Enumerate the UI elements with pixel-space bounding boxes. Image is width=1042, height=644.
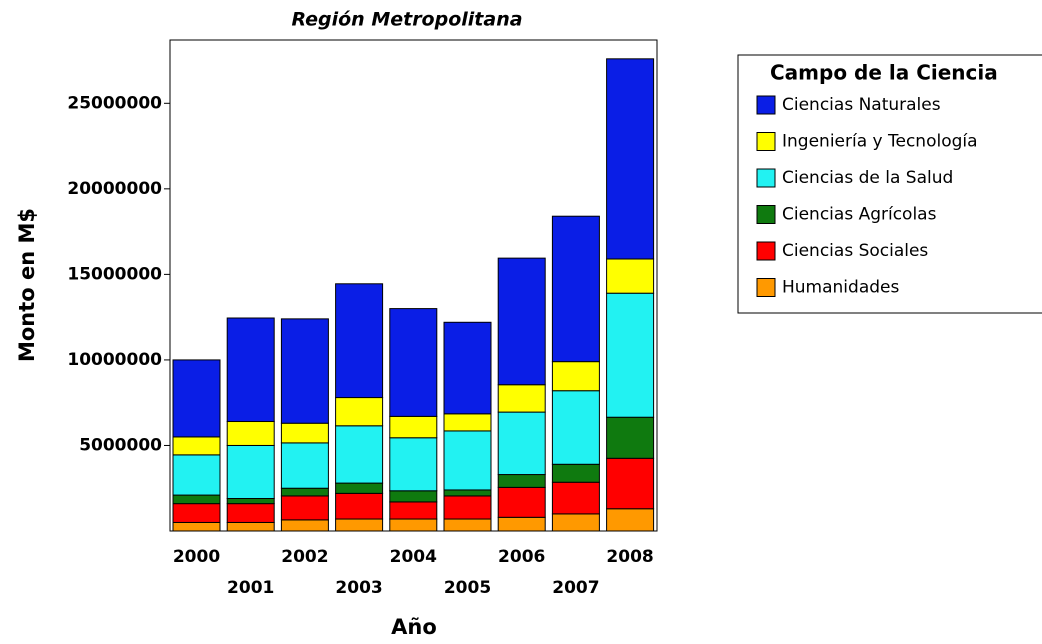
y-tick-label: 20000000 — [67, 179, 162, 199]
bar-segment — [389, 490, 438, 503]
legend-label: Ciencias Sociales — [782, 241, 928, 261]
bar-segment — [606, 416, 655, 459]
bar-segment — [172, 521, 221, 532]
bar-segment — [606, 457, 655, 510]
bar-segment — [443, 413, 492, 432]
bar-segment — [497, 411, 546, 476]
legend-label: Humanidades — [782, 278, 899, 298]
bar-segment — [335, 425, 384, 484]
bar-segment — [280, 495, 329, 521]
x-tick-label: 2001 — [227, 578, 274, 598]
x-tick-label: 2006 — [498, 547, 545, 567]
bar-segment — [497, 516, 546, 532]
bar-segment — [335, 283, 384, 399]
bar-segment — [172, 454, 221, 496]
x-tick-label: 2007 — [552, 578, 599, 598]
bar-segment — [497, 486, 546, 518]
legend-label: Ingeniería y Tecnología — [782, 132, 978, 152]
bar-segment — [606, 508, 655, 532]
bar-segment — [226, 317, 275, 423]
bar-segment — [226, 521, 275, 532]
x-tick-label: 2004 — [390, 547, 437, 567]
bar-segment — [280, 519, 329, 532]
bar-segment — [280, 422, 329, 444]
bar-segment — [172, 436, 221, 456]
bar-segment — [497, 384, 546, 413]
bar-segment — [551, 361, 600, 392]
bar-segment — [389, 415, 438, 439]
legend-swatch — [756, 132, 776, 151]
bar-segment — [606, 292, 655, 418]
bar-segment — [443, 430, 492, 491]
bar-segment — [335, 518, 384, 532]
bar-segment — [172, 503, 221, 523]
legend-label: Ciencias Agrícolas — [782, 205, 937, 225]
bar-segment — [226, 497, 275, 505]
bar-segment — [280, 442, 329, 489]
bar-segment — [226, 503, 275, 523]
x-tick-label: 2002 — [281, 547, 328, 567]
bar-segment — [389, 437, 438, 492]
bar-segment — [335, 492, 384, 520]
y-tick-label: 10000000 — [67, 350, 162, 370]
x-axis-title: Año — [391, 615, 437, 639]
chart-title: Región Metropolitana — [291, 9, 522, 31]
x-tick-label: 2000 — [173, 547, 220, 567]
y-tick-label: 25000000 — [67, 93, 162, 113]
bar-segment — [497, 474, 546, 488]
bar-segment — [443, 489, 492, 497]
legend-swatch — [756, 278, 776, 297]
legend-swatch — [756, 205, 776, 224]
bar-segment — [551, 481, 600, 515]
bar-segment — [172, 359, 221, 438]
bar-segment — [443, 495, 492, 520]
bar-segment — [280, 318, 329, 424]
bar-segment — [551, 463, 600, 483]
bar-segment — [172, 494, 221, 505]
bar-segment — [389, 518, 438, 532]
bar-segment — [443, 321, 492, 415]
legend-swatch — [756, 168, 776, 188]
bar-segment — [497, 257, 546, 386]
bar-segment — [606, 58, 655, 260]
bar-segment — [389, 308, 438, 417]
bar-segment — [551, 390, 600, 465]
bar-segment — [226, 444, 275, 499]
bar-segment — [280, 487, 329, 497]
bar-segment — [551, 513, 600, 532]
legend-swatch — [756, 95, 776, 115]
legend-box — [737, 54, 1042, 314]
legend-title: Campo de la Ciencia — [770, 61, 998, 85]
x-tick-label: 2003 — [335, 578, 382, 598]
bar-segment — [443, 518, 492, 532]
bar-segment — [335, 482, 384, 494]
bar-segment — [335, 397, 384, 427]
legend-label: Ciencias de la Salud — [782, 168, 953, 188]
bar-segment — [226, 421, 275, 446]
bar-segment — [606, 258, 655, 294]
y-tick-label: 15000000 — [67, 264, 162, 284]
legend-swatch — [756, 241, 776, 261]
y-tick-label: 5000000 — [79, 435, 162, 455]
bar-segment — [389, 501, 438, 520]
x-tick-label: 2008 — [606, 547, 653, 567]
legend-label: Ciencias Naturales — [782, 95, 941, 115]
bar-segment — [551, 215, 600, 363]
y-axis-title: Monto en M$ — [15, 208, 39, 362]
x-tick-label: 2005 — [444, 578, 491, 598]
